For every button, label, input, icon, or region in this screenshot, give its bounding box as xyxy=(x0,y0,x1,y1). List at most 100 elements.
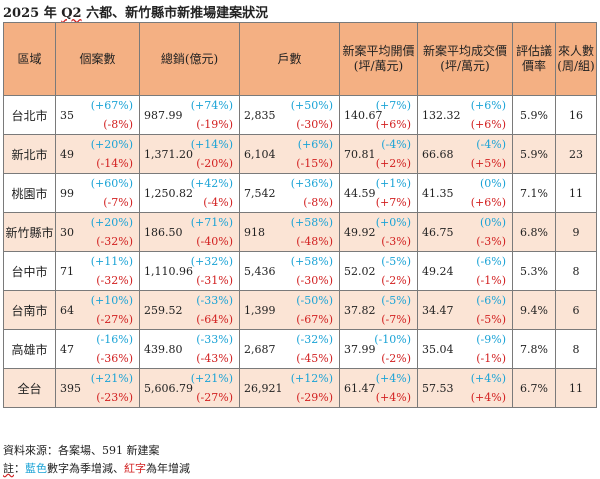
cell-cases-year-change: (-36%) xyxy=(96,352,133,365)
table-row: 台中市 71 (+11%) (-32%) 1,110.96 (+32%) (-31%) 5,4… xyxy=(3,251,597,291)
cell-ask-year-change: (-7%) xyxy=(381,313,411,326)
cell-sales-value: 1,250.82 xyxy=(144,186,193,200)
cell-ask-value: 37.99 xyxy=(344,342,376,356)
cell-units: 26,921 (+12%) (-29%) xyxy=(239,368,340,408)
cell-units-quarter-change: (+58%) xyxy=(290,255,333,268)
cell-cases-quarter-change: (+60%) xyxy=(90,177,133,190)
cell-cases: 99 (+60%) (-7%) xyxy=(55,173,140,213)
cell-region: 高雄市 xyxy=(3,329,56,369)
cell-deal-year-change: (-1%) xyxy=(476,352,506,365)
title-text: 六都、新竹縣市新推場建案狀況 xyxy=(81,6,269,21)
cell-ask-value: 37.82 xyxy=(344,303,376,317)
cell-ask: 61.47 (+4%) (+4%) xyxy=(339,368,418,408)
cell-units-value: 5,436 xyxy=(244,264,276,278)
table-row: 全台 395 (+21%) (-23%) 5,606.79 (+21%) (-27%) 26,… xyxy=(3,368,597,408)
cell-cases-value: 64 xyxy=(60,303,74,317)
cell-sales-value: 259.52 xyxy=(144,303,183,317)
cell-cases-value: 71 xyxy=(60,264,74,278)
cell-cases: 47 (-16%) (-36%) xyxy=(55,329,140,369)
cell-cases: 395 (+21%) (-23%) xyxy=(55,368,140,408)
cell-visitors: 9 xyxy=(555,212,597,252)
header-row: 區域 個案數 總銷(億元) 戶數 新案平均開價(坪/萬元) 新案平均成交價(坪/萬元) 評估… xyxy=(3,22,597,96)
cell-sales-quarter-change: (+14%) xyxy=(190,138,233,151)
cell-ask-year-change: (-3%) xyxy=(381,235,411,248)
cell-units: 5,436 (+58%) (-30%) xyxy=(239,251,340,291)
cell-sales-quarter-change: (+71%) xyxy=(190,216,233,229)
cell-deal-value: 49.24 xyxy=(422,264,454,278)
header-avg-ask-price: 新案平均開價(坪/萬元) xyxy=(339,22,418,96)
cell-cases-year-change: (-8%) xyxy=(103,118,133,131)
cell-sales: 439.80 (-33%) (-43%) xyxy=(139,329,240,369)
cell-units-value: 26,921 xyxy=(244,381,283,395)
cell-rate: 6.7% xyxy=(512,368,556,408)
cell-visitors: 8 xyxy=(555,329,597,369)
note-label: 註 xyxy=(3,462,14,475)
cell-sales-year-change: (-20%) xyxy=(196,157,233,170)
cell-region: 台南市 xyxy=(3,290,56,330)
title-quarter: Q2 xyxy=(61,6,82,21)
cell-ask-value: 52.02 xyxy=(344,264,376,278)
cell-ask: 37.82 (-5%) (-7%) xyxy=(339,290,418,330)
cell-units-quarter-change: (+12%) xyxy=(290,372,333,385)
cell-ask-value: 49.92 xyxy=(344,225,376,239)
cell-units-quarter-change: (+58%) xyxy=(290,216,333,229)
cell-cases-year-change: (-27%) xyxy=(96,313,133,326)
header-region: 區域 xyxy=(3,22,56,96)
cell-deal-year-change: (+6%) xyxy=(470,196,506,209)
cell-sales-year-change: (-31%) xyxy=(196,274,233,287)
cell-rate: 5.9% xyxy=(512,95,556,135)
cell-cases: 49 (+20%) (-14%) xyxy=(55,134,140,174)
cell-visitors: 23 xyxy=(555,134,597,174)
legend-note: 註：藍色數字為季增減、紅字為年增減 xyxy=(3,460,190,476)
cell-visitors: 6 xyxy=(555,290,597,330)
cell-cases-value: 35 xyxy=(60,108,74,122)
cell-cases-year-change: (-7%) xyxy=(103,196,133,209)
table-row: 台南市 64 (+10%) (-27%) 259.52 (-33%) (-64%) 1,399… xyxy=(3,290,597,330)
cell-cases-quarter-change: (+67%) xyxy=(90,99,133,112)
cell-units-year-change: (-29%) xyxy=(296,391,333,404)
cell-visitors: 11 xyxy=(555,368,597,408)
cell-units-value: 2,687 xyxy=(244,342,276,356)
cell-units-year-change: (-30%) xyxy=(296,274,333,287)
cell-sales-value: 439.80 xyxy=(144,342,183,356)
page-title: 2025 年 Q2 六都、新竹縣市新推場建案狀況 xyxy=(3,2,268,21)
cell-sales: 987.99 (+74%) (-19%) xyxy=(139,95,240,135)
cell-ask: 52.02 (-5%) (-2%) xyxy=(339,251,418,291)
cell-region: 新竹縣市 xyxy=(3,212,56,252)
header-total-sales: 總銷(億元) xyxy=(139,22,240,96)
cell-units-value: 7,542 xyxy=(244,186,276,200)
cell-deal-quarter-change: (-6%) xyxy=(476,255,506,268)
cell-deal-value: 35.04 xyxy=(422,342,454,356)
cell-units-value: 1,399 xyxy=(244,303,276,317)
cell-ask-quarter-change: (+1%) xyxy=(375,177,411,190)
header-cases: 個案數 xyxy=(55,22,140,96)
cell-cases-quarter-change: (+11%) xyxy=(90,255,133,268)
note-end: 為年增減 xyxy=(146,462,190,475)
cell-cases-year-change: (-32%) xyxy=(96,274,133,287)
cell-deal-quarter-change: (-6%) xyxy=(476,294,506,307)
cell-deal: 41.35 (0%) (+6%) xyxy=(417,173,513,213)
cell-units-quarter-change: (-50%) xyxy=(296,294,333,307)
cell-units-year-change: (-48%) xyxy=(296,235,333,248)
source-note: 資料來源：各案場、591 新建案 xyxy=(3,444,160,457)
cell-units-year-change: (-30%) xyxy=(296,118,333,131)
cell-deal-value: 66.68 xyxy=(422,147,454,161)
cell-deal-year-change: (-3%) xyxy=(476,235,506,248)
cell-units-year-change: (-8%) xyxy=(303,196,333,209)
cell-visitors: 8 xyxy=(555,251,597,291)
title-year: 2025 年 xyxy=(3,6,62,21)
cell-sales-year-change: (-64%) xyxy=(196,313,233,326)
cell-deal: 46.75 (0%) (-3%) xyxy=(417,212,513,252)
cell-deal-quarter-change: (0%) xyxy=(479,216,506,229)
cell-region: 台中市 xyxy=(3,251,56,291)
cell-deal: 66.68 (-4%) (+5%) xyxy=(417,134,513,174)
cell-ask-year-change: (-2%) xyxy=(381,352,411,365)
cell-cases-quarter-change: (+20%) xyxy=(90,138,133,151)
cell-sales-quarter-change: (+32%) xyxy=(190,255,233,268)
cell-rate: 9.4% xyxy=(512,290,556,330)
cell-sales-value: 1,371.20 xyxy=(144,147,193,161)
cell-units-value: 6,104 xyxy=(244,147,276,161)
cell-cases: 64 (+10%) (-27%) xyxy=(55,290,140,330)
cell-units: 1,399 (-50%) (-67%) xyxy=(239,290,340,330)
note-blue-word: 藍色 xyxy=(25,462,47,475)
